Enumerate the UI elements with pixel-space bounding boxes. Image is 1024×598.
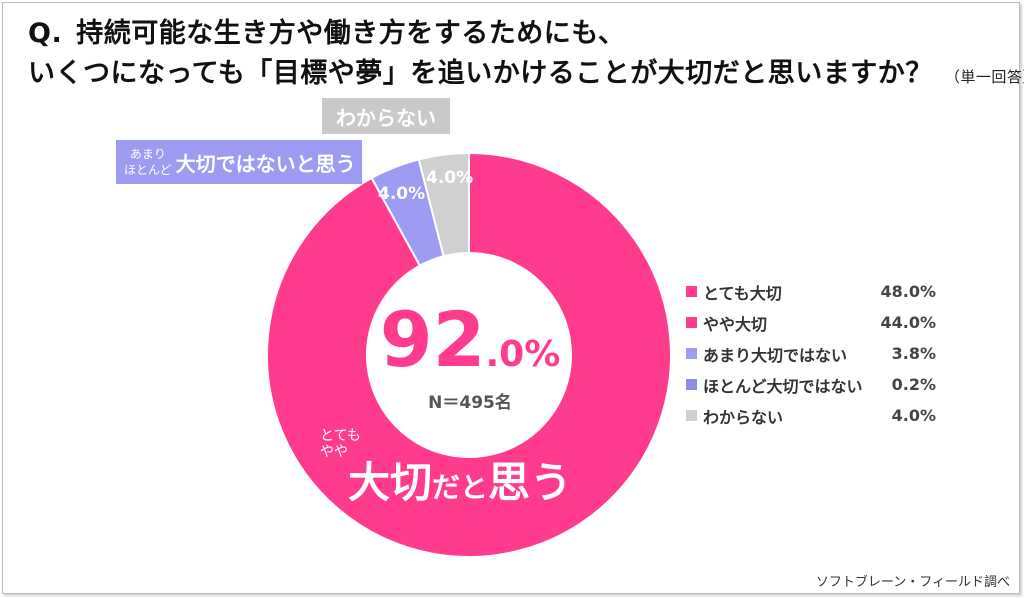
legend-label: とても大切 <box>703 283 782 303</box>
legend-row: あまり大切ではない 3.8% <box>686 338 936 369</box>
callout-dont-know: わからない <box>322 98 450 134</box>
donut-segment-0 <box>266 151 672 558</box>
callout-sub-line-2: ほとんど <box>124 163 172 177</box>
question-text-1: 持続可能な生き方や働き方をするためにも、 <box>76 18 626 49</box>
legend-value: 0.2% <box>891 375 936 394</box>
legend-label: やや大切 <box>703 314 768 334</box>
question-prefix: Q. <box>28 18 63 49</box>
callout-important-sub-2: やや <box>320 444 348 460</box>
question-line-2: いくつになっても「目標や夢」を追いかけることが大切だと思いますか？ （単一回答） <box>28 54 1024 97</box>
center-percent-decimal: .0% <box>485 334 561 375</box>
legend-label: ほとんど大切ではない <box>703 376 863 396</box>
legend-swatch <box>686 379 697 390</box>
legend-swatch <box>686 286 697 297</box>
legend-row: ほとんど大切ではない 0.2% <box>686 369 936 400</box>
legend-swatch <box>686 317 697 328</box>
legend-label: わからない <box>703 407 784 427</box>
legend-swatch <box>686 410 697 421</box>
callout-important-main: 大切だと思う <box>348 458 572 513</box>
question-line-1: Q. 持続可能な生き方や働き方をするためにも、 <box>28 14 1024 54</box>
source-note: ソフトブレーン・フィールド調べ <box>815 575 1010 590</box>
center-percent-integer: 92 <box>379 295 486 384</box>
callout-not-important-main: 大切ではないと思う <box>175 151 356 176</box>
callout-important-main-a: 大切 <box>348 458 433 507</box>
callout-important-main-b: だと <box>432 471 489 504</box>
legend-value: 48.0% <box>880 282 936 301</box>
center-percentage: 92.0% <box>360 300 580 380</box>
donut-ring <box>266 151 672 558</box>
answer-type-note: （単一回答） <box>944 68 1024 86</box>
legend: とても大切 48.0% やや大切 44.0% あまり大切ではない 3.8% ほと… <box>686 276 936 431</box>
question-title: Q. 持続可能な生き方や働き方をするためにも、 いくつになっても「目標や夢」を追い… <box>28 14 1024 97</box>
legend-row: わからない 4.0% <box>686 400 936 431</box>
donut-segment-2 <box>417 151 470 258</box>
legend-row: やや大切 44.0% <box>686 307 936 338</box>
slice-label-purple: 4.0% <box>378 184 426 204</box>
callout-not-important: あまり ほとんど 大切ではないと思う <box>116 140 362 184</box>
callout-important-main-c: 思う <box>488 458 573 507</box>
callout-sub-line-1: あまり <box>129 147 166 161</box>
slice-label-gray: 4.0% <box>426 168 474 188</box>
legend-label: あまり大切ではない <box>703 345 848 365</box>
legend-swatch <box>686 348 697 359</box>
callout-not-important-sub: あまり ほとんど <box>124 146 172 178</box>
callout-important-sub-1: とても <box>320 428 361 444</box>
question-text-2: いくつになっても「目標や夢」を追いかけることが大切だと思いますか？ <box>28 58 933 89</box>
callout-important: とても やや 大切だと思う <box>320 428 572 507</box>
legend-value: 3.8% <box>891 344 936 363</box>
legend-value: 4.0% <box>891 406 936 425</box>
legend-value: 44.0% <box>880 313 936 332</box>
legend-row: とても大切 48.0% <box>686 276 936 307</box>
sample-size: N＝495名 <box>428 393 512 413</box>
